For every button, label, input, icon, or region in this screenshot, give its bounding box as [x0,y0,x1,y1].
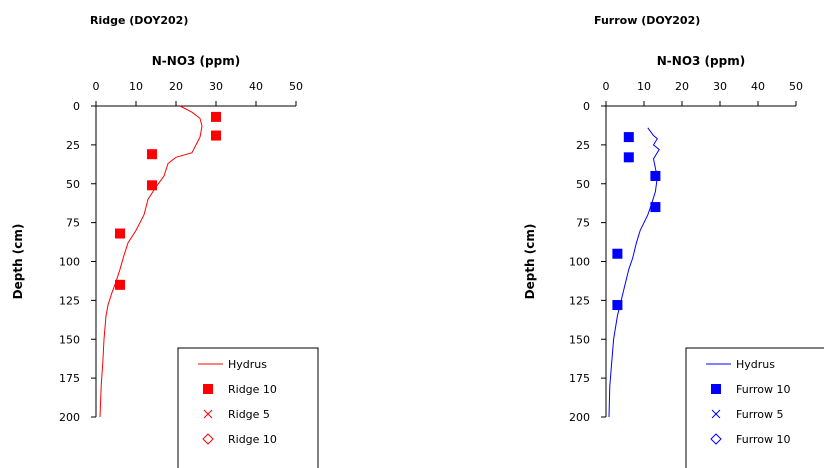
legend-label: Hydrus [228,358,267,371]
ridge-chart-panel: Ridge (DOY202) N-NO3 (ppm) 0 10 20 30 40 50 0 25 5… [11,14,319,468]
y-tick-label: 200 [569,411,590,424]
x-tick-label: 10 [129,80,143,93]
y-tick-label: 100 [59,256,80,269]
data-point-square [623,152,634,163]
legend-label: Furrow 10 [736,433,791,446]
y-axis-label: Depth (cm) [523,224,537,300]
data-point-square [650,170,661,181]
legend-marker-square [203,384,213,394]
legend-label: Ridge 10 [228,383,277,396]
legend-box [177,347,319,468]
y-tick-label: 0 [73,100,80,113]
legend-marker-diamond [202,433,214,445]
y-tick-label: 50 [66,178,80,191]
y-tick-label: 100 [569,256,590,269]
data-point-square [147,180,157,191]
x-tick-label: 30 [713,80,727,93]
legend-marker-x [711,409,721,419]
legend-marker-x [203,409,213,419]
y-tick-label: 200 [59,411,80,424]
y-tick-label: 75 [66,217,80,230]
x-tick-label: 20 [675,80,689,93]
y-tick-label: 175 [59,372,80,385]
legend-marker-x-stroke-b [203,409,213,419]
furrow-chart-panel: Furrow (DOY202) N-NO3 (ppm) 0 10 20 30 40 50 0 25… [523,14,824,468]
legend-label: Hydrus [736,358,775,371]
data-point-square [211,111,221,122]
y-tick-label: 25 [66,139,80,152]
data-point-square [612,300,623,311]
series-line-hydrus [608,127,660,418]
legend-label: Furrow 5 [736,408,784,421]
y-tick-label: 50 [576,178,590,191]
y-tick-label: 150 [569,333,590,346]
x-tick-label: 10 [637,80,651,93]
y-tick-label: 25 [576,139,590,152]
series-line-hydrus [99,105,203,418]
data-point-square [147,149,157,160]
data-point-square [650,202,661,213]
chart-title: Ridge (DOY202) [90,14,188,27]
legend-label: Furrow 10 [736,383,791,396]
data-point-square [612,248,623,259]
legend: Hydrus Furrow 10 Furrow 5 Furrow 10 [685,347,824,468]
x-tick-label: 0 [603,80,610,93]
x-tick-label: 0 [93,80,100,93]
legend-label: Ridge 10 [228,433,277,446]
legend-marker-diamond [710,433,722,445]
data-point-square [211,130,221,141]
x-tick-label: 40 [249,80,263,93]
x-tick-label: 20 [169,80,183,93]
data-point-square [623,132,634,143]
y-tick-label: 150 [59,333,80,346]
y-tick-label: 175 [569,372,590,385]
chart-title: Furrow (DOY202) [594,14,700,27]
y-tick-label: 125 [59,294,80,307]
x-tick-label: 30 [209,80,223,93]
legend-marker-x-stroke-b [711,409,721,419]
y-tick-label: 0 [583,100,590,113]
legend-label: Ridge 5 [228,408,270,421]
data-point-square [115,279,125,290]
y-axis-label: Depth (cm) [11,224,25,300]
x-tick-label: 50 [289,80,303,93]
y-tick-label: 75 [576,217,590,230]
y-tick-label: 125 [569,294,590,307]
x-tick-label: 40 [751,80,765,93]
legend-marker-square [711,384,721,394]
data-point-square [115,228,125,239]
legend: Hydrus Ridge 10 Ridge 5 Ridge 10 [177,347,319,468]
legend-box [685,347,824,468]
x-axis-label: N-NO3 (ppm) [152,54,240,68]
x-tick-label: 50 [789,80,803,93]
x-axis-label: N-NO3 (ppm) [657,54,745,68]
